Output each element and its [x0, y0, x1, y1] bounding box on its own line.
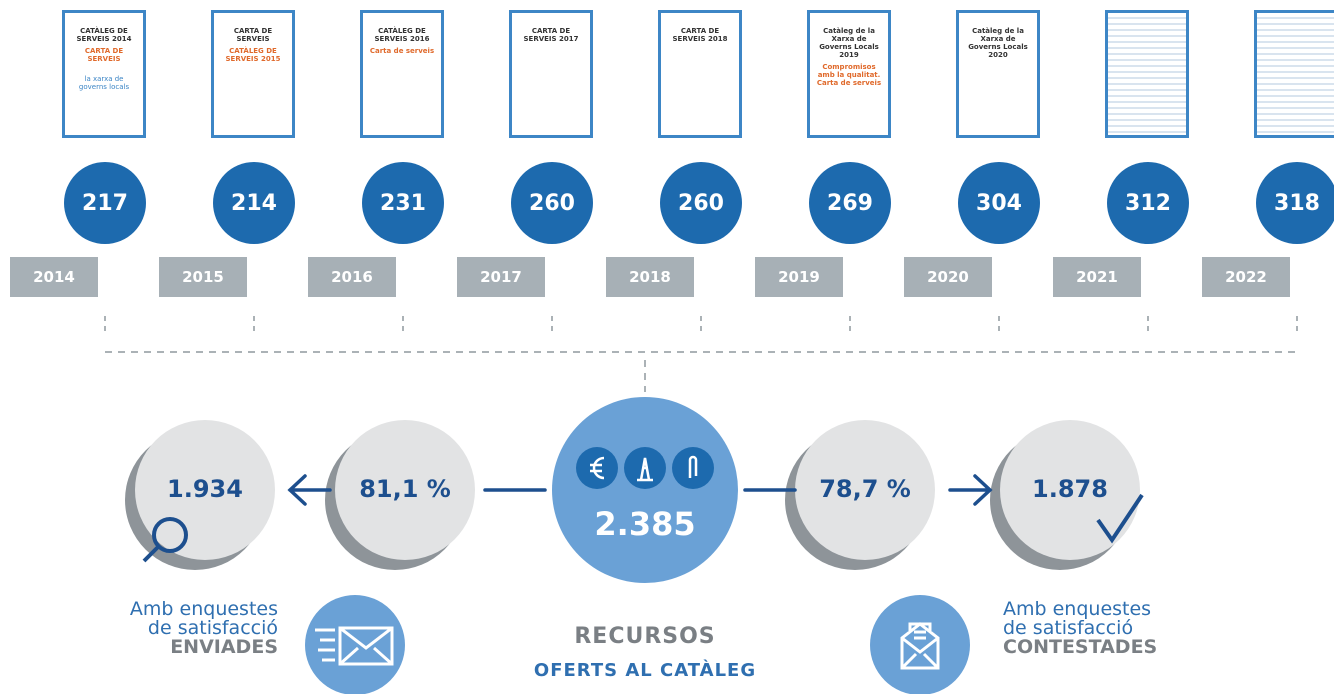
resource-count: 217 — [64, 162, 146, 244]
answered-value: 1.878 — [1015, 475, 1125, 503]
catalog-cover — [1105, 10, 1189, 138]
send-icon — [305, 595, 405, 694]
year-label: 2015 — [159, 257, 247, 297]
cover-text: la xarxa de governs locals — [70, 75, 138, 91]
year-label: 2019 — [755, 257, 843, 297]
year-label: 2022 — [1202, 257, 1290, 297]
sent-label-text: Amb enquestes de satisfacció — [130, 598, 278, 639]
year-label: 2014 — [10, 257, 98, 297]
year-label: 2016 — [308, 257, 396, 297]
total-label-strong: OFERTS AL CATÀLEG — [480, 654, 810, 688]
cover-text: CARTA DE SERVEIS 2017 — [517, 27, 585, 43]
catalog-cover: CARTA DE SERVEIS CATÀLEG DE SERVEIS 2015 — [211, 10, 295, 138]
resource-count: 269 — [809, 162, 891, 244]
resource-count: 312 — [1107, 162, 1189, 244]
body: 1.934 81,1 % 2.385 78,7 % 1.878 Amb enqu… — [0, 0, 1334, 694]
receive-icon — [870, 595, 970, 694]
cover-text: CARTA DE SERVEIS — [219, 27, 287, 43]
total-circle — [552, 397, 738, 583]
catalog-cover: Catàleg de la Xarxa de Governs Locals 20… — [956, 10, 1040, 138]
total-label-text: RECURSOS — [480, 620, 810, 654]
cover-text: CARTA DE SERVEIS — [70, 47, 138, 63]
resource-count: 231 — [362, 162, 444, 244]
answered-label-text: Amb enquestes de satisfacció — [1003, 598, 1151, 639]
cover-text: CATÀLEG DE SERVEIS 2014 — [70, 27, 138, 43]
sent-rate: 81,1 % — [345, 475, 465, 503]
year-label: 2021 — [1053, 257, 1141, 297]
total-label: RECURSOS OFERTS AL CATÀLEG — [480, 620, 810, 688]
answered-label: Amb enquestes de satisfacció CONTESTADES — [1003, 600, 1173, 657]
cover-text: Catàleg de la Xarxa de Governs Locals 20… — [964, 27, 1032, 59]
infographic: 1.934 81,1 % 2.385 78,7 % 1.878 Amb enqu… — [0, 0, 1334, 694]
catalog-cover — [1254, 10, 1334, 138]
cover-text: Catàleg de la Xarxa de Governs Locals 20… — [815, 27, 883, 59]
resource-count: 260 — [511, 162, 593, 244]
ticks — [105, 316, 1297, 332]
total-value: 2.385 — [575, 505, 715, 543]
year-label: 2020 — [904, 257, 992, 297]
catalog-cover: CATÀLEG DE SERVEIS 2014 CARTA DE SERVEIS l… — [62, 10, 146, 138]
sent-label-strong: ENVIADES — [108, 638, 278, 657]
resource-count: 260 — [660, 162, 742, 244]
catalog-cover: CATÀLEG DE SERVEIS 2016 Carta de serveis — [360, 10, 444, 138]
resource-count: 304 — [958, 162, 1040, 244]
answered-rate: 78,7 % — [805, 475, 925, 503]
resource-count: 214 — [213, 162, 295, 244]
cover-text: Carta de serveis — [368, 47, 436, 55]
catalog-cover: CARTA DE SERVEIS 2018 — [658, 10, 742, 138]
resource-count: 318 — [1256, 162, 1334, 244]
year-label: 2017 — [457, 257, 545, 297]
year-label: 2018 — [606, 257, 694, 297]
page: {"timeline": [ {"year": "2014", "value":… — [0, 0, 1334, 694]
catalog-cover: Catàleg de la Xarxa de Governs Locals 20… — [807, 10, 891, 138]
sent-value: 1.934 — [145, 475, 265, 503]
cover-text: Compromisos amb la qualitat. Carta de se… — [815, 63, 883, 87]
cover-text: CATÀLEG DE SERVEIS 2015 — [219, 47, 287, 63]
catalog-cover: CARTA DE SERVEIS 2017 — [509, 10, 593, 138]
cover-text: CATÀLEG DE SERVEIS 2016 — [368, 27, 436, 43]
sent-label: Amb enquestes de satisfacció ENVIADES — [108, 600, 278, 657]
answered-label-strong: CONTESTADES — [1003, 638, 1173, 657]
cover-text: CARTA DE SERVEIS 2018 — [666, 27, 734, 43]
